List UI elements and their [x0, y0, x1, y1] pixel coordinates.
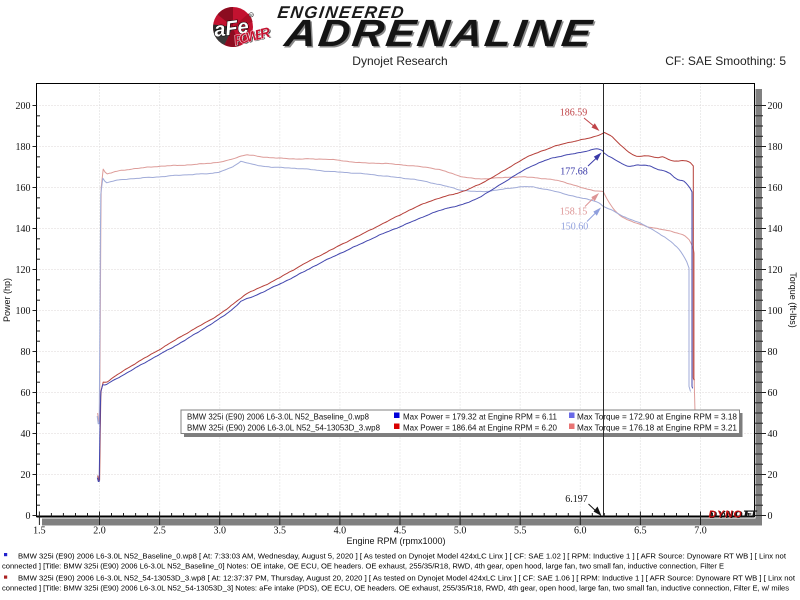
svg-text:180: 180: [768, 142, 783, 153]
svg-text:158.15: 158.15: [560, 207, 588, 218]
svg-text:7.0: 7.0: [694, 526, 707, 537]
svg-text:200: 200: [768, 101, 783, 112]
svg-text:3.0: 3.0: [213, 526, 226, 537]
svg-text:Max Torque = 176.18 at Engine: Max Torque = 176.18 at Engine RPM = 3.21: [577, 423, 737, 433]
svg-text:6.197: 6.197: [565, 494, 588, 505]
svg-text:5.0: 5.0: [454, 526, 467, 537]
svg-text:Max Power = 179.32 at Engine R: Max Power = 179.32 at Engine RPM = 6.11: [403, 412, 557, 422]
svg-text:200: 200: [16, 101, 31, 112]
svg-text:160: 160: [768, 183, 783, 194]
svg-text:180: 180: [16, 142, 31, 153]
svg-text:120: 120: [768, 265, 783, 276]
svg-text:BMW 325i (E90) 2006 L6-3.0L N5: BMW 325i (E90) 2006 L6-3.0L N52_Baseline…: [18, 552, 787, 561]
svg-text:0: 0: [26, 511, 31, 522]
svg-text:Max Torque = 172.90 at Engine: Max Torque = 172.90 at Engine RPM = 3.18: [577, 412, 737, 422]
svg-text:80: 80: [768, 347, 778, 358]
svg-text:4.5: 4.5: [394, 526, 407, 537]
svg-text:BMW 325i (E90) 2006 L6-3.0L N5: BMW 325i (E90) 2006 L6-3.0L N52_54-13053…: [187, 423, 380, 433]
svg-text:177.68: 177.68: [560, 167, 588, 178]
svg-text:connected ] [Title: BMW 325i (: connected ] [Title: BMW 325i (E90) 2006 …: [2, 562, 724, 571]
svg-text:140: 140: [768, 224, 783, 235]
svg-text:186.59: 186.59: [560, 108, 588, 119]
svg-text:DYNO: DYNO: [710, 509, 743, 521]
svg-text:4.0: 4.0: [334, 526, 347, 537]
svg-text:150.60: 150.60: [561, 222, 589, 233]
svg-text:40: 40: [21, 429, 31, 440]
svg-text:120: 120: [16, 265, 31, 276]
svg-text:1.5: 1.5: [33, 526, 46, 537]
svg-text:20: 20: [768, 470, 778, 481]
svg-text:60: 60: [768, 388, 778, 399]
svg-text:60: 60: [21, 388, 31, 399]
svg-text:connected ] [Title: BMW 325i (: connected ] [Title: BMW 325i (E90) 2006 …: [2, 584, 789, 593]
svg-text:R: R: [250, 13, 253, 17]
svg-text:Engine RPM (rpmx1000): Engine RPM (rpmx1000): [346, 536, 445, 546]
svg-text:20: 20: [21, 470, 31, 481]
svg-text:DYNO: DYNO: [709, 508, 742, 520]
svg-text:2.5: 2.5: [153, 526, 166, 537]
svg-text:3.5: 3.5: [274, 526, 287, 537]
svg-text:100: 100: [16, 306, 31, 317]
svg-text:160: 160: [16, 183, 31, 194]
svg-text:140: 140: [16, 224, 31, 235]
svg-text:6.0: 6.0: [574, 526, 587, 537]
svg-text:80: 80: [21, 347, 31, 358]
svg-text:40: 40: [768, 429, 778, 440]
svg-text:Torque (ft-lbs): Torque (ft-lbs): [788, 272, 798, 328]
svg-text:JET: JET: [741, 508, 758, 520]
svg-text:Power (hp): Power (hp): [2, 278, 12, 322]
svg-text:BMW 325i (E90) 2006 L6-3.0L N5: BMW 325i (E90) 2006 L6-3.0L N52_Baseline…: [187, 412, 369, 422]
svg-text:0: 0: [768, 511, 773, 522]
svg-text:BMW 325i (E90) 2006 L6-3.0L N5: BMW 325i (E90) 2006 L6-3.0L N52_54-13053…: [18, 574, 796, 583]
svg-text:5.5: 5.5: [514, 526, 527, 537]
svg-text:2.0: 2.0: [93, 526, 106, 537]
svg-text:100: 100: [768, 306, 783, 317]
svg-text:aFe: aFe: [213, 16, 250, 42]
svg-text:6.5: 6.5: [634, 526, 647, 537]
svg-text:Max Power = 186.64 at Engine R: Max Power = 186.64 at Engine RPM = 6.20: [403, 423, 557, 433]
